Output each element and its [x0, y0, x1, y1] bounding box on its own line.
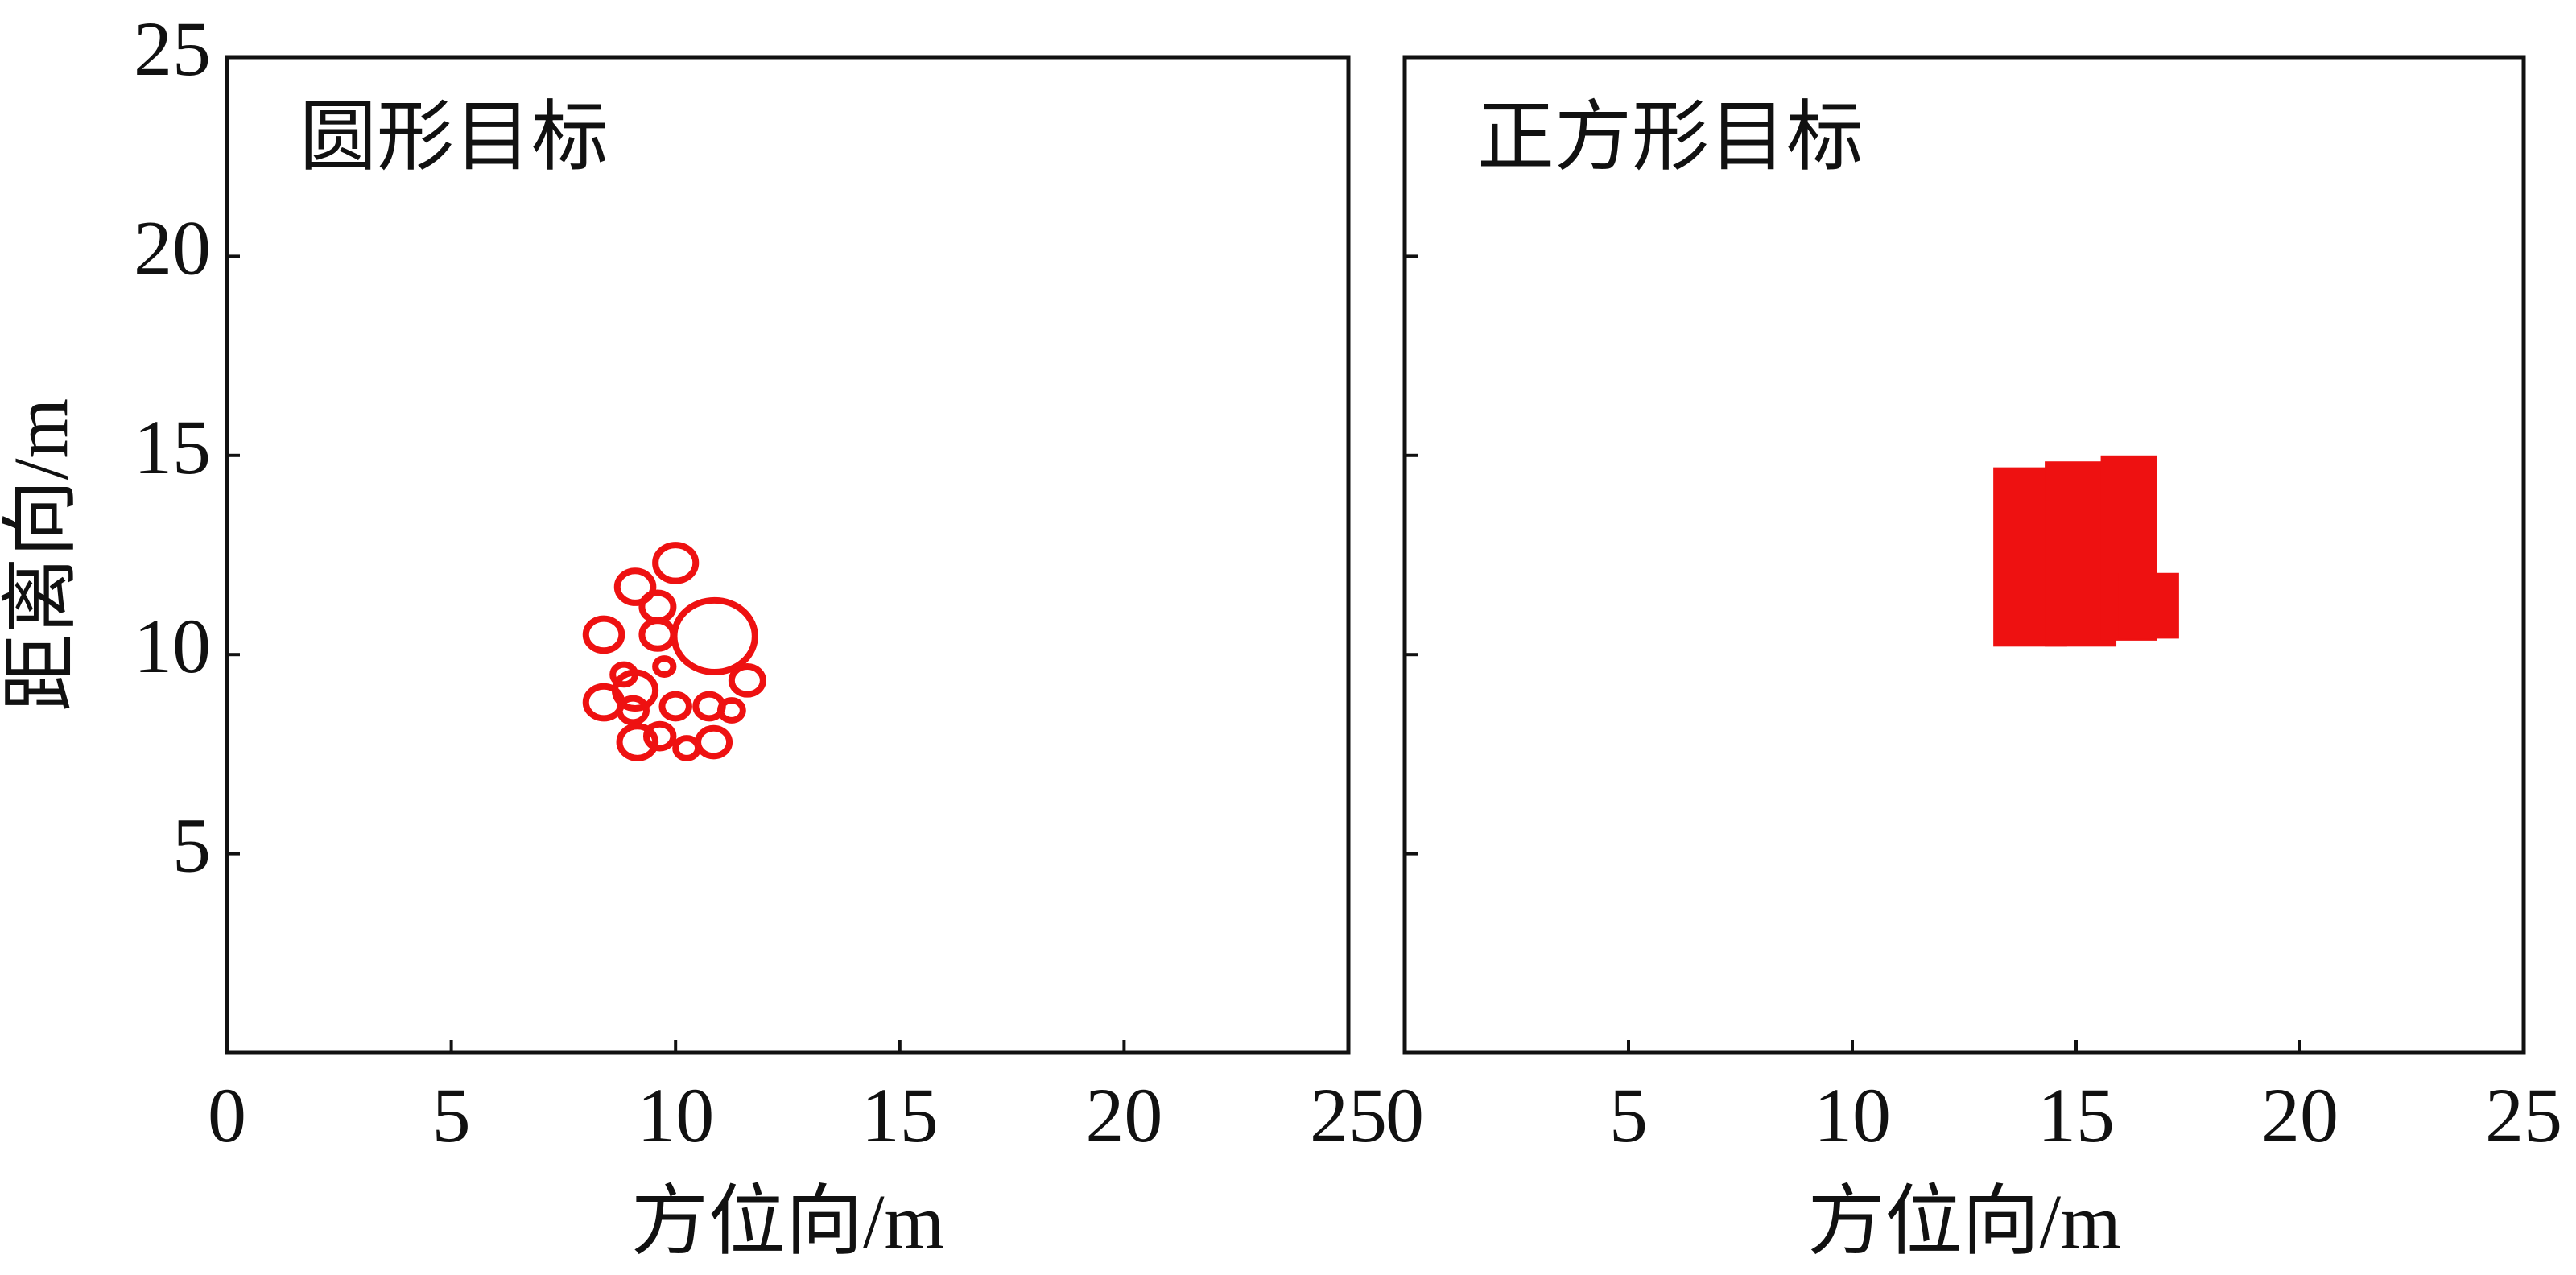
- target-circle: [616, 695, 650, 726]
- target-circle: [652, 655, 677, 678]
- x-tick-label: 15: [861, 1072, 939, 1158]
- x-tick-label: 5: [432, 1072, 471, 1158]
- x-axis-label: 方位向/m: [1807, 1178, 2120, 1265]
- target-circle: [658, 691, 692, 722]
- target-circle: [613, 567, 657, 606]
- target-circle: [652, 542, 700, 584]
- target-circle: [582, 615, 625, 654]
- target-circle: [638, 589, 677, 625]
- y-tick-label: 15: [134, 404, 211, 490]
- target-circle: [616, 723, 659, 761]
- panel-label: 圆形目标: [299, 94, 609, 180]
- target-circle: [638, 617, 677, 652]
- panel-label: 正方形目标: [1477, 94, 1864, 180]
- y-tick-label: 5: [172, 803, 211, 889]
- x-tick-label: 0: [1385, 1072, 1424, 1158]
- plot-frame: [225, 55, 1351, 1055]
- target-circle: [611, 669, 659, 712]
- x-tick-label: 20: [1085, 1072, 1162, 1158]
- y-tick-label: 10: [134, 603, 211, 689]
- target-circle: [671, 596, 758, 675]
- x-tick-label: 20: [2261, 1072, 2339, 1158]
- target-circle: [716, 697, 746, 724]
- x-tick-label: 25: [1310, 1072, 1387, 1158]
- x-axis-label: 方位向/m: [631, 1178, 944, 1265]
- x-tick-label: 10: [1814, 1072, 1891, 1158]
- target-circle: [672, 735, 702, 761]
- target-circle: [642, 720, 677, 752]
- x-tick-label: 5: [1609, 1072, 1648, 1158]
- y-tick-label: 25: [134, 6, 211, 92]
- x-tick-label: 15: [2037, 1072, 2115, 1158]
- target-square: [2118, 572, 2179, 639]
- target-circle: [728, 663, 766, 698]
- x-tick-label: 25: [2485, 1072, 2562, 1158]
- y-tick-label: 20: [134, 204, 211, 291]
- y-axis-label: 距离向/m: [0, 398, 84, 712]
- plot-frame: [1402, 55, 2526, 1055]
- x-tick-label: 10: [637, 1072, 714, 1158]
- x-tick-label: 0: [208, 1072, 246, 1158]
- target-circle: [695, 724, 733, 760]
